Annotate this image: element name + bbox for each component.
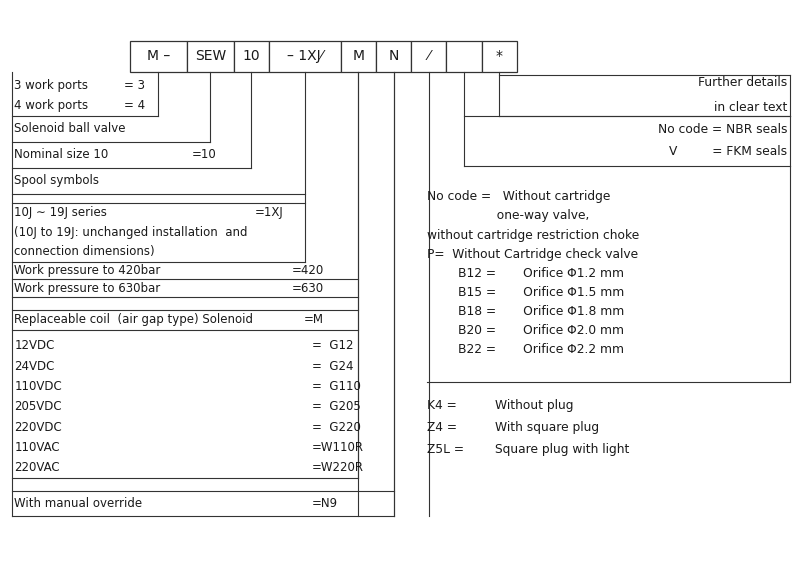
Text: SEW: SEW [194,49,226,64]
Text: 10: 10 [242,49,260,64]
Text: *: * [496,49,502,64]
Bar [446,41,482,72]
Text: Solenoid ball valve: Solenoid ball valve [14,122,126,135]
Text: N: N [389,49,398,64]
Text: 110VDC: 110VDC [14,380,62,393]
Text: 12VDC: 12VDC [14,339,54,353]
Text: =1XJ: =1XJ [254,206,283,219]
Text: without cartridge restriction choke: without cartridge restriction choke [427,229,639,241]
Bar [187,41,234,72]
Text: K4 =: K4 = [427,399,457,412]
Text: B18 =       Orifice Φ1.8 mm: B18 = Orifice Φ1.8 mm [427,305,625,318]
Text: = 4: = 4 [124,99,145,112]
Text: Z4 =: Z4 = [427,421,458,434]
Text: Spool symbols: Spool symbols [14,174,99,188]
Text: Z5L =: Z5L = [427,443,464,456]
Text: 220VAC: 220VAC [14,461,60,474]
Text: Further details: Further details [698,76,787,89]
Text: No code = NBR seals: No code = NBR seals [658,123,787,135]
Text: 4 work ports: 4 work ports [14,99,89,112]
Text: =630: =630 [292,281,324,295]
Text: ⁄: ⁄ [428,49,430,64]
Text: B12 =       Orifice Φ1.2 mm: B12 = Orifice Φ1.2 mm [427,267,624,280]
Bar [341,41,376,72]
Text: 24VDC: 24VDC [14,360,54,373]
Text: = 3: = 3 [124,79,145,92]
Text: Square plug with light: Square plug with light [495,443,630,456]
Text: in clear text: in clear text [714,101,787,113]
Text: connection dimensions): connection dimensions) [14,245,155,258]
Bar [411,41,446,72]
Text: (10J to 19J: unchanged installation  and: (10J to 19J: unchanged installation and [14,226,248,239]
Text: =  G220: = G220 [312,420,361,434]
Text: With square plug: With square plug [495,421,599,434]
Text: =M: =M [304,313,324,327]
Text: =  G12: = G12 [312,339,354,353]
Text: – 1XJ⁄: – 1XJ⁄ [287,49,323,64]
Text: 10J ∼ 19J series: 10J ∼ 19J series [14,206,107,219]
Text: B15 =       Orifice Φ1.5 mm: B15 = Orifice Φ1.5 mm [427,286,625,299]
Text: 220VDC: 220VDC [14,420,62,434]
Text: =W110R: =W110R [312,441,364,454]
Text: one-way valve,: one-way valve, [427,210,590,222]
Text: Work pressure to 630bar: Work pressure to 630bar [14,281,161,295]
Bar [482,41,517,72]
Text: Without plug: Without plug [495,399,574,412]
Text: Nominal size 10: Nominal size 10 [14,148,109,162]
Text: =420: =420 [292,264,324,277]
Text: M –: M – [146,49,170,64]
Text: Work pressure to 420bar: Work pressure to 420bar [14,264,161,277]
Text: =N9: =N9 [312,497,338,510]
Text: =10: =10 [192,148,217,162]
Text: P=  Without Cartridge check valve: P= Without Cartridge check valve [427,248,638,261]
Text: =  G24: = G24 [312,360,354,373]
Text: =  G110: = G110 [312,380,361,393]
Text: =  G205: = G205 [312,400,361,413]
Bar [376,41,411,72]
Text: =W220R: =W220R [312,461,364,474]
Text: With manual override: With manual override [14,497,142,510]
Bar [130,41,187,72]
Text: M: M [353,49,365,64]
Text: 205VDC: 205VDC [14,400,62,413]
Text: Replaceable coil  (air gap type) Solenoid: Replaceable coil (air gap type) Solenoid [14,313,254,327]
Text: 110VAC: 110VAC [14,441,60,454]
Text: B20 =       Orifice Φ2.0 mm: B20 = Orifice Φ2.0 mm [427,324,624,337]
Bar [269,41,341,72]
Text: B22 =       Orifice Φ2.2 mm: B22 = Orifice Φ2.2 mm [427,343,624,356]
Text: 3 work ports: 3 work ports [14,79,89,92]
Text: V         = FKM seals: V = FKM seals [669,145,787,157]
Text: No code =   Without cartridge: No code = Without cartridge [427,190,610,203]
Bar [234,41,269,72]
